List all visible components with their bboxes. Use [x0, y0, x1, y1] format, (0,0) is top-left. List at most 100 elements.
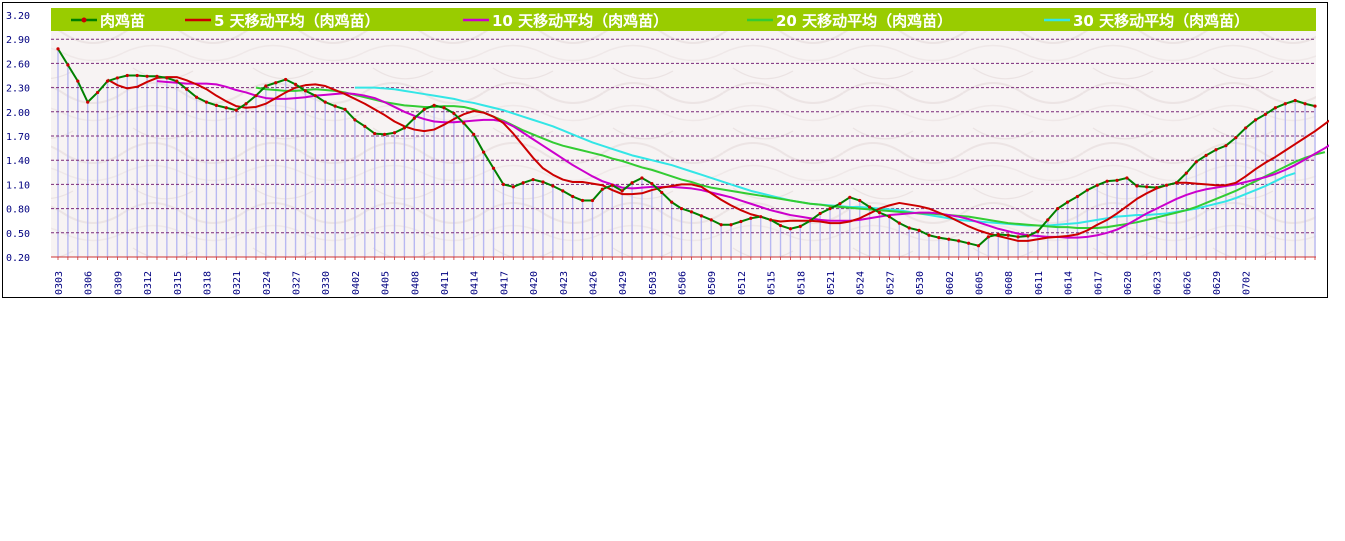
data-point [1056, 207, 1060, 211]
x-axis: 0303 0306 0309 0312 0315 0318 0321 0324 0327 0330… [51, 256, 1316, 295]
plot-background [51, 13, 1316, 257]
data-point [442, 106, 446, 110]
x-tick-label: 0620 [1123, 271, 1134, 295]
data-point [1036, 229, 1040, 233]
data-point [858, 198, 862, 203]
data-point [778, 223, 783, 228]
data-point [808, 219, 812, 223]
x-tick-label: 0408 [410, 271, 421, 295]
data-point [1065, 200, 1070, 204]
data-point [66, 63, 70, 67]
x-tick-label: 0309 [113, 271, 124, 295]
legend-label: 肉鸡苗 [100, 12, 145, 30]
y-tick-label: 2.30 [6, 84, 30, 95]
data-point [472, 132, 476, 136]
series-layer [56, 47, 1329, 248]
data-point [115, 76, 119, 80]
data-point [105, 79, 110, 83]
data-point [1234, 136, 1238, 140]
data-point [1254, 118, 1258, 122]
data-point [947, 237, 951, 241]
y-tick-label: 3.20 [6, 11, 30, 22]
x-tick-label: 0608 [1004, 271, 1015, 295]
x-tick-label: 0515 [767, 271, 778, 295]
data-point [1006, 233, 1010, 237]
data-point [729, 223, 733, 227]
x-tick-label: 0518 [796, 271, 807, 295]
data-point [274, 81, 278, 85]
data-point [531, 177, 535, 182]
y-tick-label: 0.80 [6, 205, 30, 216]
x-tick-label: 0318 [202, 271, 213, 295]
x-tick-label: 0617 [1093, 271, 1104, 295]
data-point [1115, 178, 1119, 182]
y-tick-label: 2.60 [6, 59, 30, 70]
data-point [1125, 176, 1129, 180]
data-point [1184, 171, 1188, 175]
data-point [1263, 112, 1268, 116]
data-point [1244, 126, 1248, 130]
data-point [145, 74, 149, 78]
data-point [86, 100, 90, 104]
data-point [353, 118, 357, 122]
data-point [798, 224, 802, 228]
x-tick-label: 0306 [84, 271, 95, 295]
data-point [76, 79, 80, 83]
data-point [551, 184, 555, 188]
data-point [175, 79, 179, 83]
data-point [343, 107, 347, 111]
data-point [511, 185, 515, 189]
data-point [709, 218, 713, 222]
x-tick-label: 0503 [648, 271, 659, 295]
x-tick-label: 0429 [618, 271, 629, 295]
data-point [769, 218, 773, 222]
data-point [739, 219, 743, 224]
data-point [957, 239, 961, 243]
x-tick-label: 0602 [945, 271, 956, 295]
data-point [1293, 98, 1297, 103]
x-tick-label: 0506 [678, 271, 689, 295]
data-point [828, 207, 832, 211]
data-point [204, 100, 209, 104]
x-tick-label: 0530 [915, 271, 926, 295]
data-point [293, 82, 298, 86]
y-axis: 3.20 2.90 2.60 2.30 2.00 1.70 1.40 1.10 0.80 0.50… [6, 11, 30, 264]
data-point [561, 189, 565, 193]
legend-label: 5 天移动平均（肉鸡苗） [214, 12, 380, 30]
data-point [610, 183, 614, 187]
data-point [1164, 183, 1169, 187]
data-point [868, 205, 872, 209]
x-tick-label: 0509 [707, 271, 718, 295]
series-line [255, 86, 1326, 229]
x-tick-label: 0426 [588, 271, 599, 295]
data-point [1135, 184, 1139, 188]
data-point [818, 211, 822, 216]
x-tick-label: 0330 [321, 271, 332, 295]
data-point [877, 211, 882, 215]
data-point [590, 198, 595, 203]
data-point [650, 181, 654, 186]
x-tick-label: 0611 [1034, 271, 1045, 295]
x-tick-label: 0702 [1242, 271, 1253, 295]
x-tick-label: 0321 [232, 271, 243, 295]
series-line [106, 76, 1329, 242]
data-point [1273, 106, 1278, 110]
x-tick-label: 0420 [529, 271, 540, 295]
x-tick-label: 0303 [54, 271, 65, 295]
data-point [1283, 102, 1287, 106]
legend-label: 10 天移动平均（肉鸡苗） [492, 12, 668, 30]
data-point [620, 189, 624, 193]
data-point [571, 194, 575, 199]
data-point [1046, 218, 1050, 222]
x-tick-label: 0423 [559, 271, 570, 295]
y-tick-label: 1.70 [6, 132, 30, 143]
data-point [670, 200, 674, 204]
data-point [897, 221, 901, 225]
data-point [749, 216, 753, 220]
data-point [630, 181, 634, 185]
data-point [1145, 185, 1149, 189]
data-point [95, 90, 100, 95]
data-point [541, 180, 545, 184]
data-point [214, 103, 218, 107]
data-point [254, 94, 258, 98]
